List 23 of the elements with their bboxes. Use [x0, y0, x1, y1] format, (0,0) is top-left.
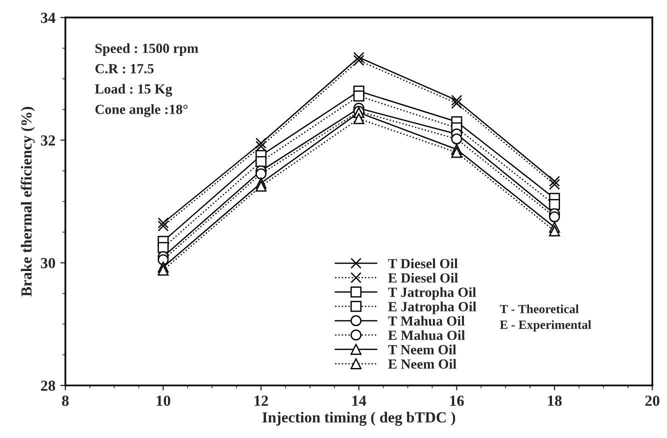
- legend-label: T Jatropha Oil: [388, 287, 476, 300]
- legend-label: E Mahua Oil: [388, 330, 465, 340]
- annotation: T - Theoretical E - Experimental: [500, 304, 592, 332]
- x-tick-label: 8: [62, 396, 69, 406]
- legend-label: T Mahua Oil: [388, 316, 465, 326]
- x-tick-label: 12: [254, 396, 268, 406]
- x-tick-label: 16: [450, 396, 464, 406]
- legend-label: E Neem Oil: [388, 358, 456, 369]
- y-tick-label: 32: [40, 135, 55, 146]
- x-tick-label: 20: [645, 396, 660, 406]
- y-axis-title: Brake thermal efficiency (%): [20, 106, 35, 296]
- annotation: Speed : 1500 rpm C.R : 17.5 Load : 15 Kg Cone angle :18°: [94, 43, 198, 118]
- y-tick-label: 28: [41, 380, 56, 391]
- legend-label: T Diesel Oil: [388, 258, 458, 268]
- legend-label: E Diesel Oil: [388, 272, 458, 283]
- x-tick-label: 10: [156, 396, 170, 406]
- x-axis-title: Injection timing ( deg bTDC ): [262, 412, 456, 426]
- legend-label: E Jatropha Oil: [388, 302, 476, 314]
- y-tick-label: 30: [40, 258, 56, 268]
- y-tick-label: 34: [40, 12, 56, 23]
- x-tick-label: 14: [352, 396, 366, 406]
- x-tick-label: 18: [548, 396, 562, 406]
- legend-label: T Neem Oil: [388, 344, 456, 354]
